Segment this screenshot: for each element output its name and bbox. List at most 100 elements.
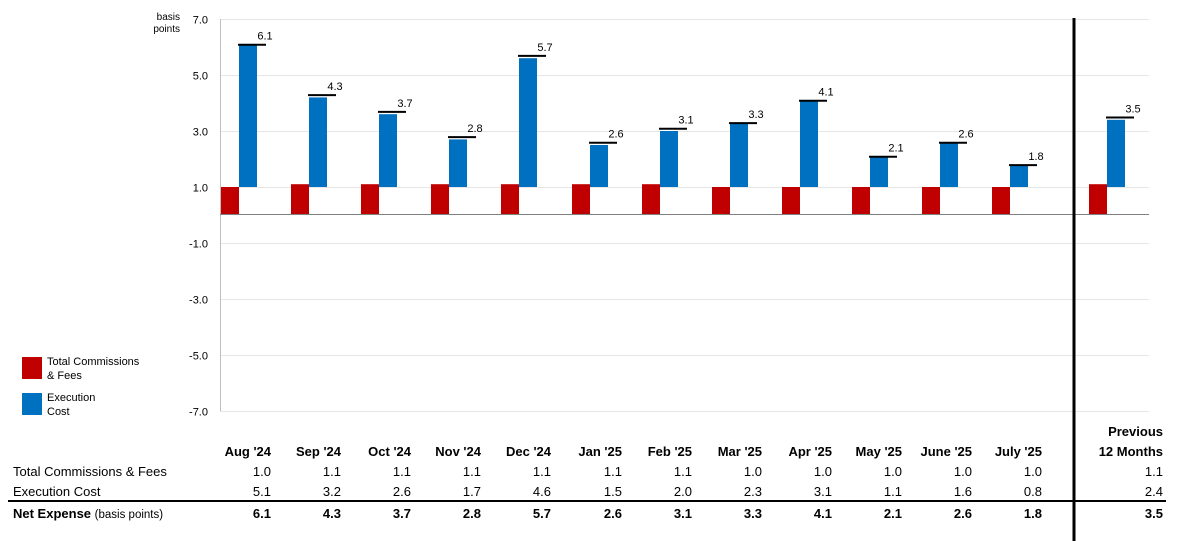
y-tick-label: 3.0 <box>193 127 208 139</box>
cell-commissions: 1.0 <box>1023 464 1042 479</box>
cell-net-expense: 2.6 <box>603 506 622 521</box>
column-header: Oct '24 <box>368 444 411 459</box>
row-label-net-expense: Net Expense (basis points) <box>13 506 163 521</box>
y-tick-label: -1.0 <box>189 239 208 251</box>
bar-commissions <box>922 187 940 215</box>
cell-execution-cost: 2.6 <box>392 484 411 499</box>
net-expense-data-label: 5.7 <box>537 42 552 54</box>
bar-commissions <box>221 187 239 215</box>
cell-commissions: 1.1 <box>532 464 551 479</box>
cell-commissions: 1.1 <box>673 464 692 479</box>
cell-net-expense: 1.8 <box>1023 506 1042 521</box>
cell-net-expense: 6.1 <box>252 506 271 521</box>
net-expense-data-label: 4.1 <box>818 87 833 99</box>
y-tick-label: 1.0 <box>193 183 208 195</box>
column-header: July '25 <box>994 444 1042 459</box>
cell-execution-cost: 3.1 <box>813 484 832 499</box>
cell-commissions: 1.0 <box>813 464 832 479</box>
bar-execution-cost <box>590 145 608 187</box>
net-expense-data-label: 3.1 <box>678 115 693 127</box>
bar-commissions <box>992 187 1010 215</box>
column-header: Jan '25 <box>578 444 622 459</box>
cell-execution-cost: 2.4 <box>1144 484 1163 499</box>
net-expense-data-label: 2.1 <box>888 143 903 155</box>
grid-lines <box>220 19 1149 412</box>
column-header: May '25 <box>855 444 902 459</box>
cell-commissions: 1.1 <box>603 464 622 479</box>
column-header: Dec '24 <box>505 444 551 459</box>
column-header: Sep '24 <box>295 444 341 459</box>
cell-execution-cost: 5.1 <box>252 484 271 499</box>
bar-execution-cost <box>239 44 257 188</box>
cell-net-expense: 2.8 <box>462 506 481 521</box>
y-unit-label-line2: points <box>153 24 180 35</box>
cell-execution-cost: 2.0 <box>673 484 692 499</box>
bar-execution-cost <box>519 58 537 188</box>
header-previous-line1: Previous <box>1108 424 1163 439</box>
bar-commissions <box>852 187 870 215</box>
cell-commissions: 1.0 <box>743 464 762 479</box>
net-expense-data-label: 2.6 <box>958 129 973 141</box>
net-expense-data-label: 3.7 <box>397 98 412 110</box>
column-header: Nov '24 <box>435 444 481 459</box>
cell-net-expense: 2.1 <box>883 506 902 521</box>
bar-commissions <box>291 184 309 215</box>
column-header: Mar '25 <box>717 444 762 459</box>
cell-execution-cost: 3.2 <box>322 484 341 499</box>
net-expense-data-label: 6.1 <box>257 31 272 43</box>
net-expense-markers: 6.1 4.3 3.7 2.8 5.7 2.6 3.1 3.3 4.1 2.1 2.6 1.8 3.5 <box>238 31 1141 167</box>
column-header: Feb '25 <box>647 444 692 459</box>
cell-net-expense: 4.3 <box>322 506 341 521</box>
net-expense-data-label: 3.3 <box>748 109 763 121</box>
legend-text-commissions: Total Commissions & Fees <box>47 356 140 382</box>
cell-execution-cost: 1.6 <box>953 484 972 499</box>
bar-commissions <box>1089 184 1107 215</box>
bar-commissions <box>642 184 660 215</box>
y-tick-label: -3.0 <box>189 295 208 307</box>
row-label-commissions: Total Commissions & Fees <box>13 464 167 479</box>
bar-execution-cost <box>800 100 818 187</box>
cell-net-expense: 3.5 <box>1144 506 1163 521</box>
bar-execution-cost <box>940 142 958 187</box>
column-header: Aug '24 <box>224 444 271 459</box>
cell-net-expense: 2.6 <box>953 506 972 521</box>
cell-commissions: 1.1 <box>462 464 481 479</box>
bar-execution-cost <box>379 114 397 187</box>
bar-commissions <box>782 187 800 215</box>
bar-commissions <box>712 187 730 215</box>
net-expense-data-label: 2.8 <box>467 123 482 135</box>
cell-commissions: 1.0 <box>883 464 902 479</box>
cell-net-expense: 5.7 <box>532 506 551 521</box>
y-tick-label: -5.0 <box>189 351 208 363</box>
bar-commissions <box>572 184 590 215</box>
cell-net-expense: 3.1 <box>673 506 692 521</box>
cell-execution-cost: 2.3 <box>743 484 762 499</box>
bar-execution-cost <box>1107 119 1125 187</box>
cell-execution-cost: 1.7 <box>462 484 481 499</box>
bar-execution-cost <box>449 139 467 187</box>
y-axis: basis points 7.0 5.0 3.0 1.0 -1.0 -3.0 -5.0 -7.… <box>153 12 221 419</box>
header-previous-line2: 12 Months <box>1098 444 1163 459</box>
row-label-execution: Execution Cost <box>13 484 101 499</box>
column-header: Apr '25 <box>788 444 832 459</box>
bar-execution-cost <box>870 156 888 187</box>
column-header: June '25 <box>920 444 972 459</box>
cell-net-expense: 3.3 <box>743 506 762 521</box>
y-tick-label: 5.0 <box>193 71 208 83</box>
bars <box>221 44 1125 215</box>
legend-swatch-execution <box>22 393 42 415</box>
bar-commissions <box>361 184 379 215</box>
cell-execution-cost: 4.6 <box>532 484 551 499</box>
bar-commissions <box>431 184 449 215</box>
cell-commissions: 1.1 <box>322 464 341 479</box>
cell-execution-cost: 1.1 <box>883 484 902 499</box>
cell-execution-cost: 1.5 <box>603 484 622 499</box>
cell-commissions: 1.1 <box>1144 464 1163 479</box>
cell-commissions: 1.1 <box>392 464 411 479</box>
y-tick-label: 7.0 <box>193 15 208 27</box>
net-expense-data-label: 4.3 <box>327 81 342 93</box>
legend-swatch-commissions <box>22 357 42 379</box>
y-tick-label: -7.0 <box>189 407 208 419</box>
bar-commissions <box>501 184 519 215</box>
